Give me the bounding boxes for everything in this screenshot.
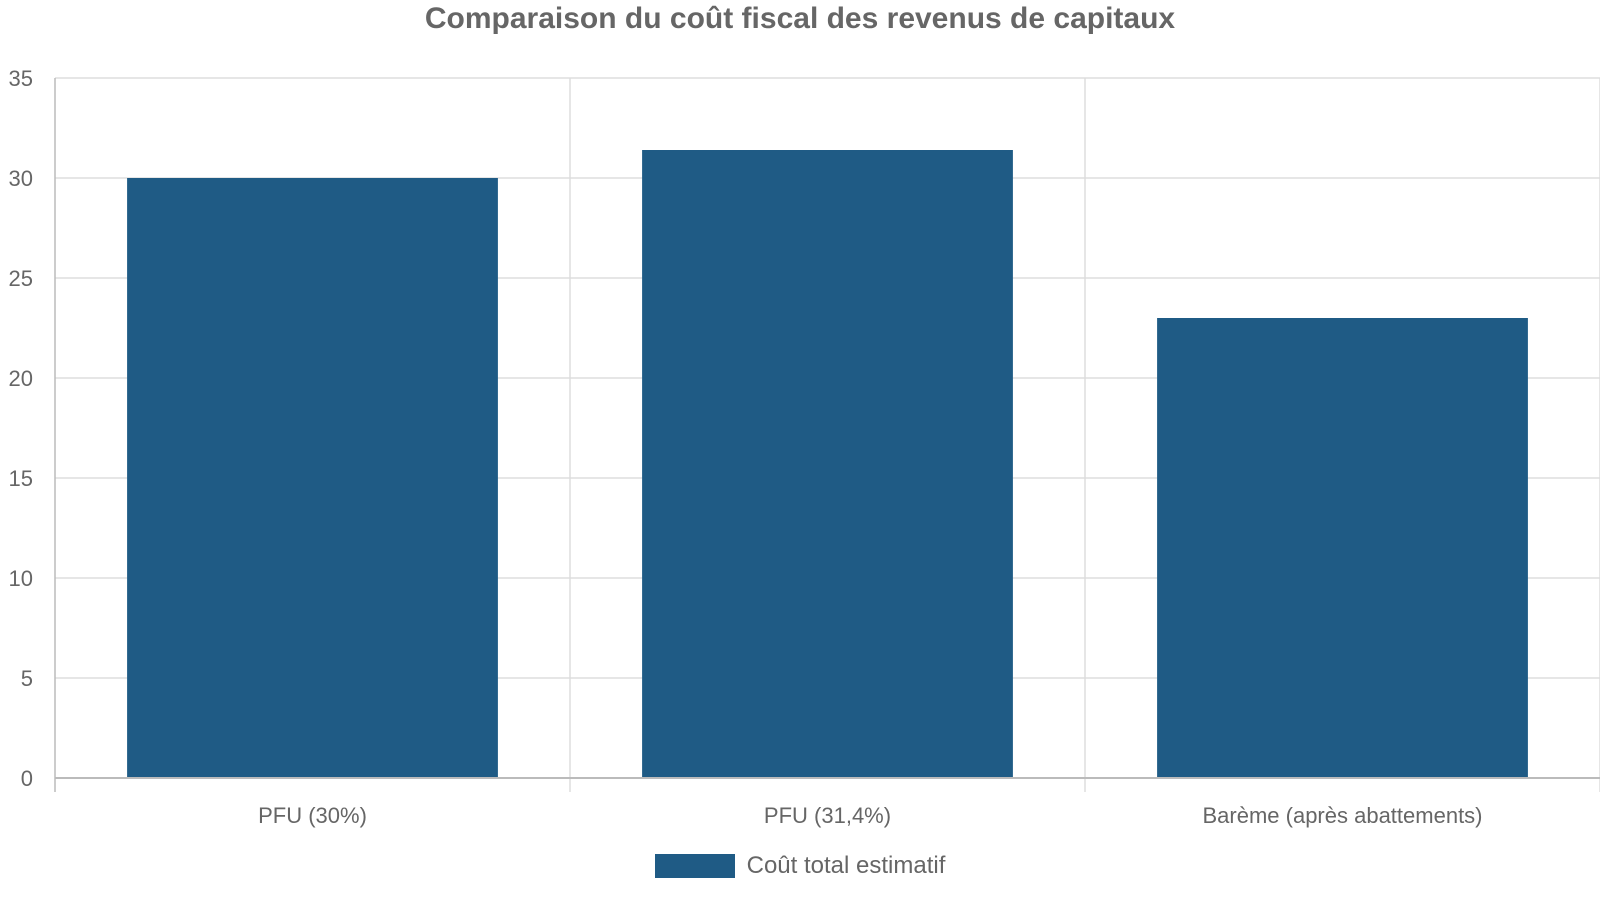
x-tick-label: Barème (après abattements) bbox=[1202, 803, 1482, 828]
bar bbox=[127, 178, 498, 778]
y-tick-label: 30 bbox=[9, 166, 33, 191]
bars bbox=[127, 150, 1528, 778]
legend: Coût total estimatif bbox=[0, 852, 1600, 880]
y-tick-label: 15 bbox=[9, 466, 33, 491]
y-tick-label: 20 bbox=[9, 366, 33, 391]
chart-title: Comparaison du coût fiscal des revenus d… bbox=[424, 2, 1176, 35]
x-tick-label: PFU (30%) bbox=[258, 803, 367, 828]
y-tick-label: 10 bbox=[9, 566, 33, 591]
bar bbox=[642, 150, 1013, 778]
bar bbox=[1157, 318, 1528, 778]
legend-swatch bbox=[654, 854, 735, 878]
legend-label: Coût total estimatif bbox=[746, 852, 946, 879]
y-tick-label: 5 bbox=[21, 666, 33, 691]
tick-labels: 0 5 10 15 20 25 30 35 PFU (30%) PFU (31,4%) Barème… bbox=[9, 66, 1483, 828]
y-tick-label: 0 bbox=[21, 766, 33, 791]
y-tick-label: 35 bbox=[9, 66, 33, 91]
y-tick-label: 25 bbox=[9, 266, 33, 291]
x-tick-label: PFU (31,4%) bbox=[764, 803, 891, 828]
